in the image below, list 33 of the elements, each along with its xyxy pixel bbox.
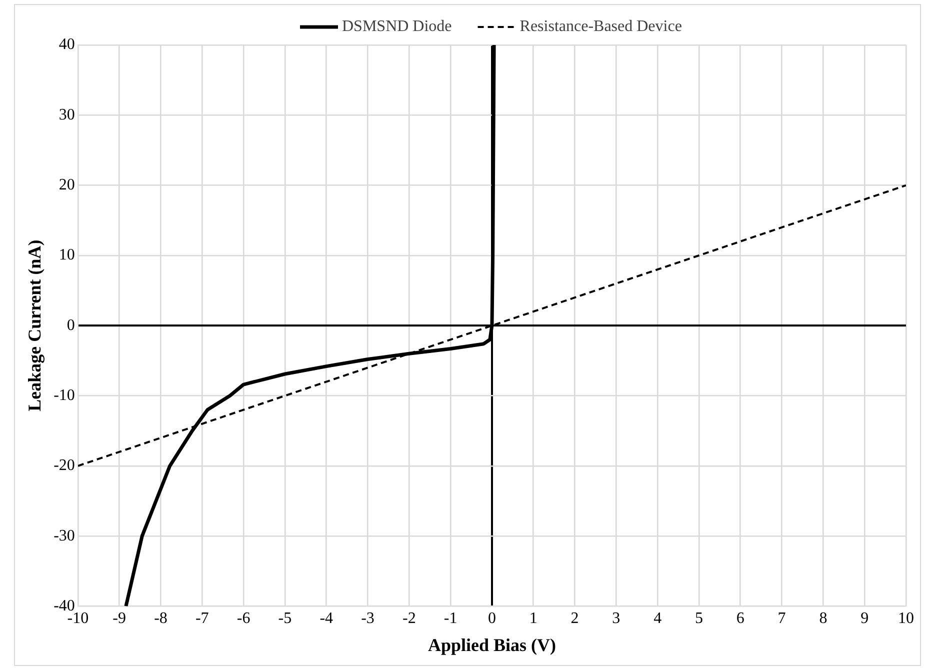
x-tick-label: -4	[320, 610, 334, 628]
x-tick-label: -3	[361, 610, 374, 628]
x-tick-label: -5	[278, 610, 292, 628]
x-tick-label: 5	[694, 610, 703, 628]
x-tick-label: -8	[154, 610, 168, 628]
legend-label: DSMSND Diode	[342, 18, 452, 36]
y-tick-label: -20	[54, 457, 75, 474]
y-tick-label: 30	[58, 106, 75, 124]
x-tick-label: 9	[860, 610, 869, 628]
y-tick-label: -30	[54, 527, 75, 544]
y-tick-label: 40	[58, 36, 75, 54]
x-tick-label: -7	[195, 610, 209, 628]
x-tick-label: 0	[488, 610, 496, 628]
y-tick-label: 10	[58, 246, 75, 264]
y-axis-title: Leakage Current (nA)	[24, 240, 44, 412]
x-tick-label: 2	[570, 610, 579, 628]
legend-label: Resistance-Based Device	[520, 18, 682, 36]
x-tick-label: 10	[898, 610, 914, 628]
y-tick-label: -40	[54, 597, 75, 614]
y-tick-label: -10	[54, 386, 75, 404]
x-tick-label: 8	[819, 610, 828, 628]
x-tick-label: 1	[529, 610, 538, 628]
x-tick-label: -9	[112, 610, 126, 628]
x-tick-label: 7	[778, 610, 786, 628]
y-tick-label: 20	[58, 176, 75, 194]
x-tick-label: -2	[402, 610, 416, 628]
x-tick-label: -1	[444, 610, 458, 628]
x-tick-label: 6	[736, 610, 744, 628]
x-axis-title: Applied Bias (V)	[428, 634, 556, 655]
x-tick-label: 3	[612, 610, 620, 628]
y-tick-label: 0	[66, 316, 75, 334]
x-tick-label: -6	[236, 610, 250, 628]
x-tick-label: 4	[654, 610, 662, 628]
